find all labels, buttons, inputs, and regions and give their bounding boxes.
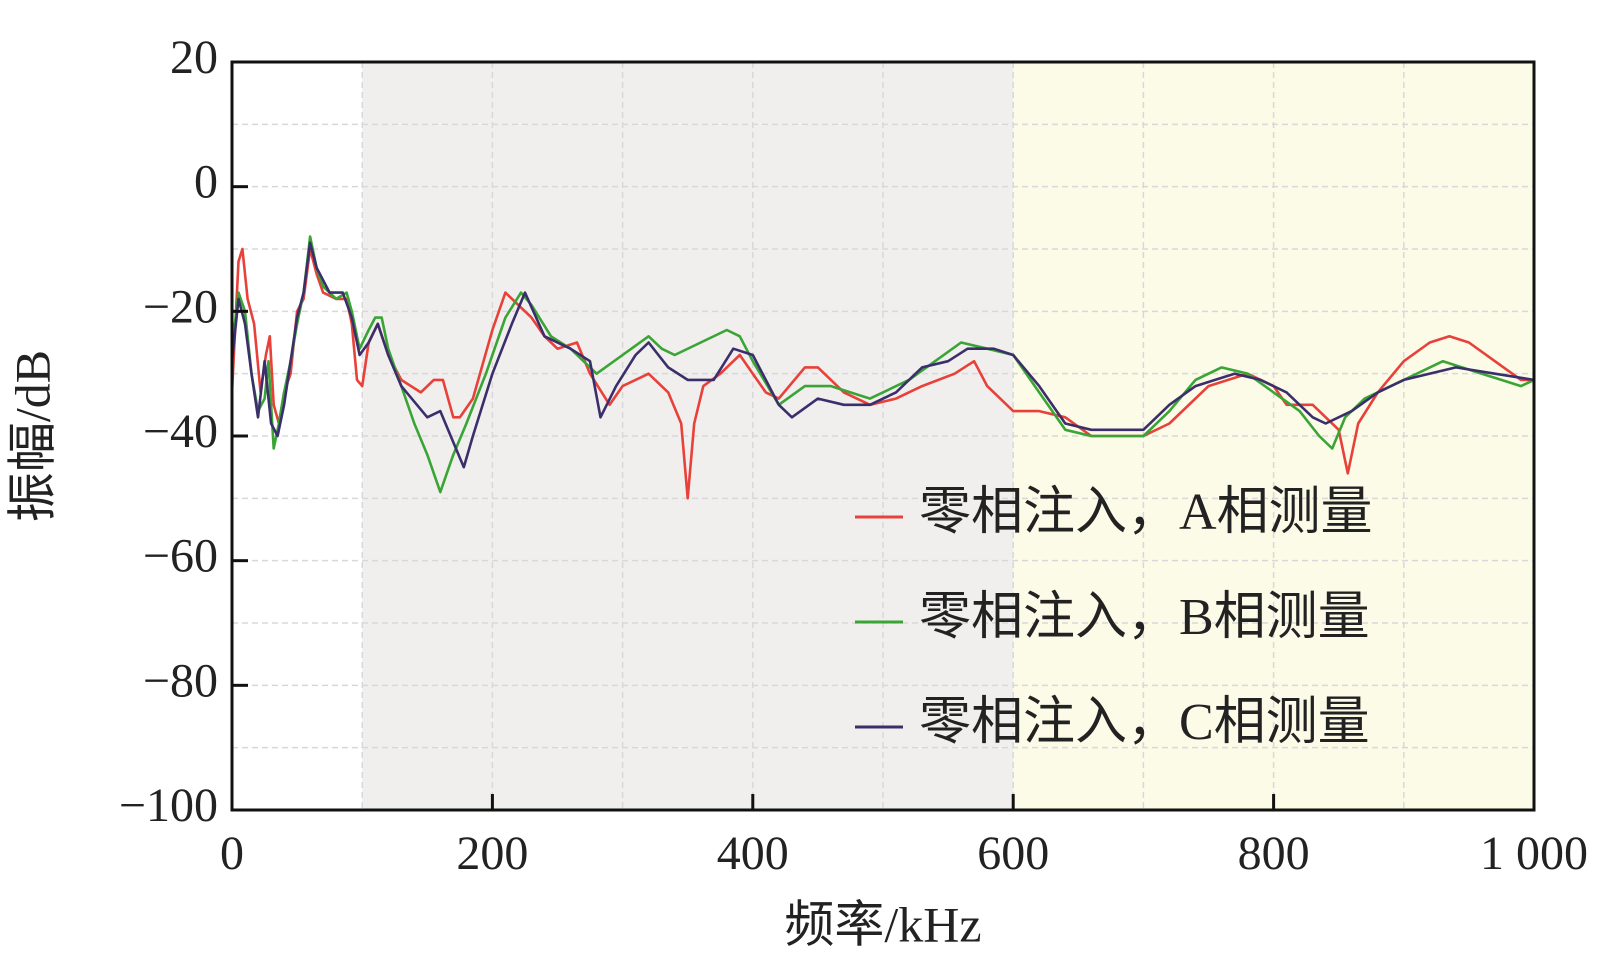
y-tick-label: −60: [143, 530, 218, 583]
y-tick-label: −100: [119, 779, 218, 832]
x-tick-label: 800: [1238, 827, 1310, 880]
legend-label: 零相注入，C相测量: [919, 694, 1370, 751]
y-tick-label: −40: [143, 405, 218, 458]
x-tick-label: 200: [456, 827, 528, 880]
y-axis-title: 振幅/dB: [4, 350, 60, 522]
y-tick-label: 20: [170, 31, 218, 84]
x-tick-label: 400: [717, 827, 789, 880]
y-tick-label: 0: [194, 156, 218, 209]
legend-label: 零相注入，A相测量: [919, 484, 1373, 541]
series-line: [230, 241, 1535, 469]
x-tick-label: 0: [220, 827, 244, 880]
y-tick-label: −20: [143, 280, 218, 333]
y-tick-label: −80: [143, 654, 218, 707]
x-tick-label: 1 000: [1480, 827, 1588, 880]
x-tick-label: 600: [977, 827, 1049, 880]
legend-label: 零相注入，B相测量: [919, 589, 1370, 646]
series-layer: [230, 235, 1535, 500]
x-axis-title: 频率/kHz: [784, 896, 981, 952]
